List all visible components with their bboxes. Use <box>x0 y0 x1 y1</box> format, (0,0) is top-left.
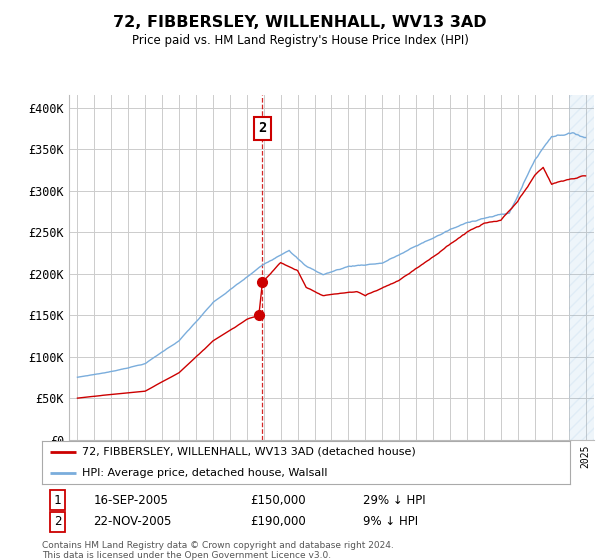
Text: 16-SEP-2005: 16-SEP-2005 <box>94 493 168 507</box>
Bar <box>569 95 596 440</box>
Text: 1: 1 <box>54 493 61 507</box>
Text: 2: 2 <box>54 515 61 528</box>
Text: 72, FIBBERSLEY, WILLENHALL, WV13 3AD: 72, FIBBERSLEY, WILLENHALL, WV13 3AD <box>113 15 487 30</box>
Text: 9% ↓ HPI: 9% ↓ HPI <box>364 515 418 528</box>
Text: 72, FIBBERSLEY, WILLENHALL, WV13 3AD (detached house): 72, FIBBERSLEY, WILLENHALL, WV13 3AD (de… <box>82 447 415 456</box>
Text: 29% ↓ HPI: 29% ↓ HPI <box>364 493 426 507</box>
Text: HPI: Average price, detached house, Walsall: HPI: Average price, detached house, Wals… <box>82 469 327 478</box>
Text: Price paid vs. HM Land Registry's House Price Index (HPI): Price paid vs. HM Land Registry's House … <box>131 34 469 46</box>
Text: 22-NOV-2005: 22-NOV-2005 <box>94 515 172 528</box>
Text: £150,000: £150,000 <box>250 493 305 507</box>
Text: Contains HM Land Registry data © Crown copyright and database right 2024.
This d: Contains HM Land Registry data © Crown c… <box>42 540 394 560</box>
Text: 2: 2 <box>258 122 266 136</box>
Text: £190,000: £190,000 <box>250 515 305 528</box>
